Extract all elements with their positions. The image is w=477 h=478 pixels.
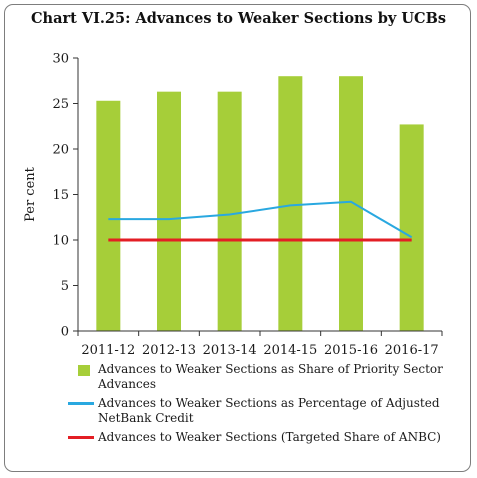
y-axis-title: Per cent <box>23 166 38 222</box>
x-tick-label: 2016-17 <box>385 343 439 358</box>
y-tick-label: 0 <box>61 325 69 340</box>
bar <box>157 91 181 331</box>
y-tick-label: 15 <box>52 188 69 203</box>
legend-label-blue-line: Advances to Weaker Sections as Percentag… <box>98 396 440 425</box>
chart-legend: Advances to Weaker Sections as Share of … <box>62 362 462 449</box>
bar <box>96 100 121 332</box>
x-tick-label: 2015-16 <box>324 343 378 358</box>
x-tick-label: 2011-12 <box>81 343 135 358</box>
chart-plot: 0 5 10 15 20 25 30 Per cent 2011-12 2012-13 2013-1… <box>23 52 443 358</box>
x-tick-label: 2013-14 <box>203 343 257 358</box>
bar <box>339 76 363 331</box>
y-tick-label: 10 <box>52 234 69 249</box>
legend-label-bar: Advances to Weaker Sections as Share of … <box>98 362 443 391</box>
legend-label-red-line: Advances to Weaker Sections (Targeted Sh… <box>98 430 441 444</box>
legend-swatch-blue-line <box>68 402 94 405</box>
bar <box>399 124 424 332</box>
y-tick-label: 25 <box>52 97 69 112</box>
bar <box>217 91 242 331</box>
legend-item-red-line: Advances to Weaker Sections (Targeted Sh… <box>62 430 462 445</box>
series-line-anbc-percentage <box>108 200 413 239</box>
y-tick-label: 30 <box>52 52 69 67</box>
bar <box>278 76 303 331</box>
legend-item-blue-line: Advances to Weaker Sections as Percentag… <box>62 396 462 426</box>
x-tick-label: 2012-13 <box>142 343 196 358</box>
x-tick-label: 2014-15 <box>263 343 317 358</box>
legend-swatch-bar <box>78 365 90 376</box>
legend-swatch-red-line <box>68 436 94 439</box>
chart-title: Chart VI.25: Advances to Weaker Sections… <box>30 10 446 27</box>
y-tick-label: 20 <box>52 143 69 158</box>
y-tick-label: 5 <box>61 279 69 294</box>
legend-item-bar: Advances to Weaker Sections as Share of … <box>62 362 462 392</box>
